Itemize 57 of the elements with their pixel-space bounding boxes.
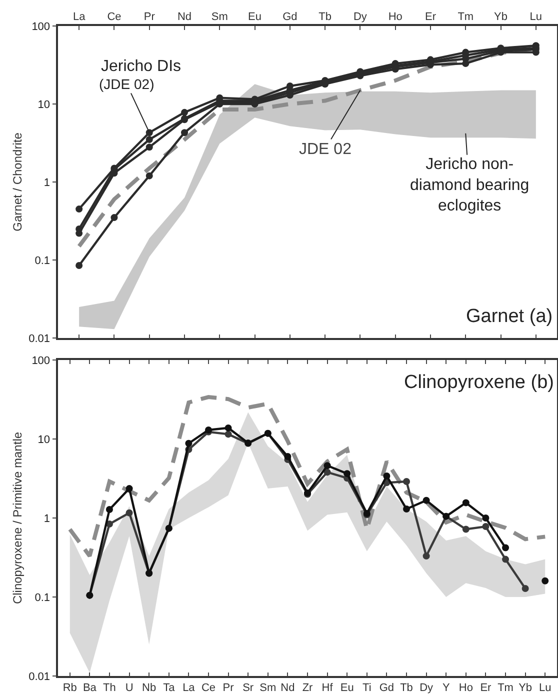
annotation: Jericho DIs (101, 58, 182, 75)
x-tick-label: Lu (538, 682, 552, 694)
x-tick-label: Ho (458, 682, 473, 694)
x-tick-label: Sm (260, 682, 276, 694)
x-tick-label: La (182, 682, 196, 694)
x-tick-label: Ti (362, 682, 372, 694)
x-tick-label: U (125, 682, 134, 694)
x-tick-label: Yb (518, 682, 532, 694)
x-tick-label: Gd (282, 10, 298, 23)
x-tick-label: Ce (201, 682, 216, 694)
annotation: (JDE 02) (99, 76, 154, 92)
x-tick-label: Ba (82, 682, 98, 694)
x-tick-label: Lu (530, 10, 542, 23)
y-tick-label: 1 (44, 176, 50, 189)
annotation: JDE 02 (299, 141, 352, 158)
y-tick-label: 1 (44, 512, 50, 525)
text: Garnet (a) (466, 306, 553, 327)
x-tick-label: Nd (177, 10, 192, 23)
y-tick-label: 0.01 (28, 670, 50, 683)
y-tick-label: 0.1 (34, 254, 50, 267)
x-tick-label: Gd (379, 682, 394, 694)
y-axis-title: Clinopyroxene / Primitive mantle (10, 432, 24, 604)
x-tick-label: Pr (222, 682, 234, 694)
x-tick-label: Rb (62, 682, 77, 694)
y-tick-label: 0.01 (28, 332, 50, 345)
y-tick-label: 10 (38, 98, 50, 111)
x-tick-label: Y (442, 682, 450, 694)
x-tick-label: La (72, 10, 86, 23)
y-tick-label: 100 (32, 354, 50, 367)
x-tick-label: Hf (322, 682, 334, 694)
x-tick-label: Ta (163, 682, 176, 694)
y-axis-title: Garnet / Chondrite (10, 132, 24, 232)
x-tick-label: Sm (211, 10, 228, 23)
x-tick-label: Pr (144, 10, 156, 23)
x-tick-label: Er (480, 682, 492, 694)
x-tick-label: Tm (458, 10, 474, 23)
x-tick-label: Yb (494, 10, 508, 23)
x-tick-label: Tb (400, 682, 413, 694)
x-tick-label: Er (424, 10, 436, 23)
text: Clinopyroxene (b) (404, 372, 554, 393)
x-tick-label: Ho (388, 10, 402, 23)
x-tick-label: Eu (340, 682, 354, 694)
x-tick-label: Th (103, 682, 116, 694)
y-tick-label: 10 (38, 434, 50, 446)
x-tick-label: Nd (280, 682, 295, 694)
x-tick-label: Ce (107, 10, 122, 23)
y-tick-label: 0.1 (34, 592, 50, 604)
x-tick-label: Nb (142, 682, 156, 694)
x-tick-label: Eu (248, 10, 262, 23)
y-tick-label: 100 (32, 20, 50, 33)
x-tick-label: Zr (302, 682, 314, 694)
annotation: Jericho non-diamond bearing eclogites (410, 156, 530, 215)
x-tick-label: Tb (318, 10, 332, 23)
x-tick-label: Tm (498, 682, 514, 694)
x-tick-label: Dy (353, 10, 368, 23)
x-tick-label: Dy (420, 682, 434, 694)
x-tick-label: Sr (242, 682, 254, 694)
